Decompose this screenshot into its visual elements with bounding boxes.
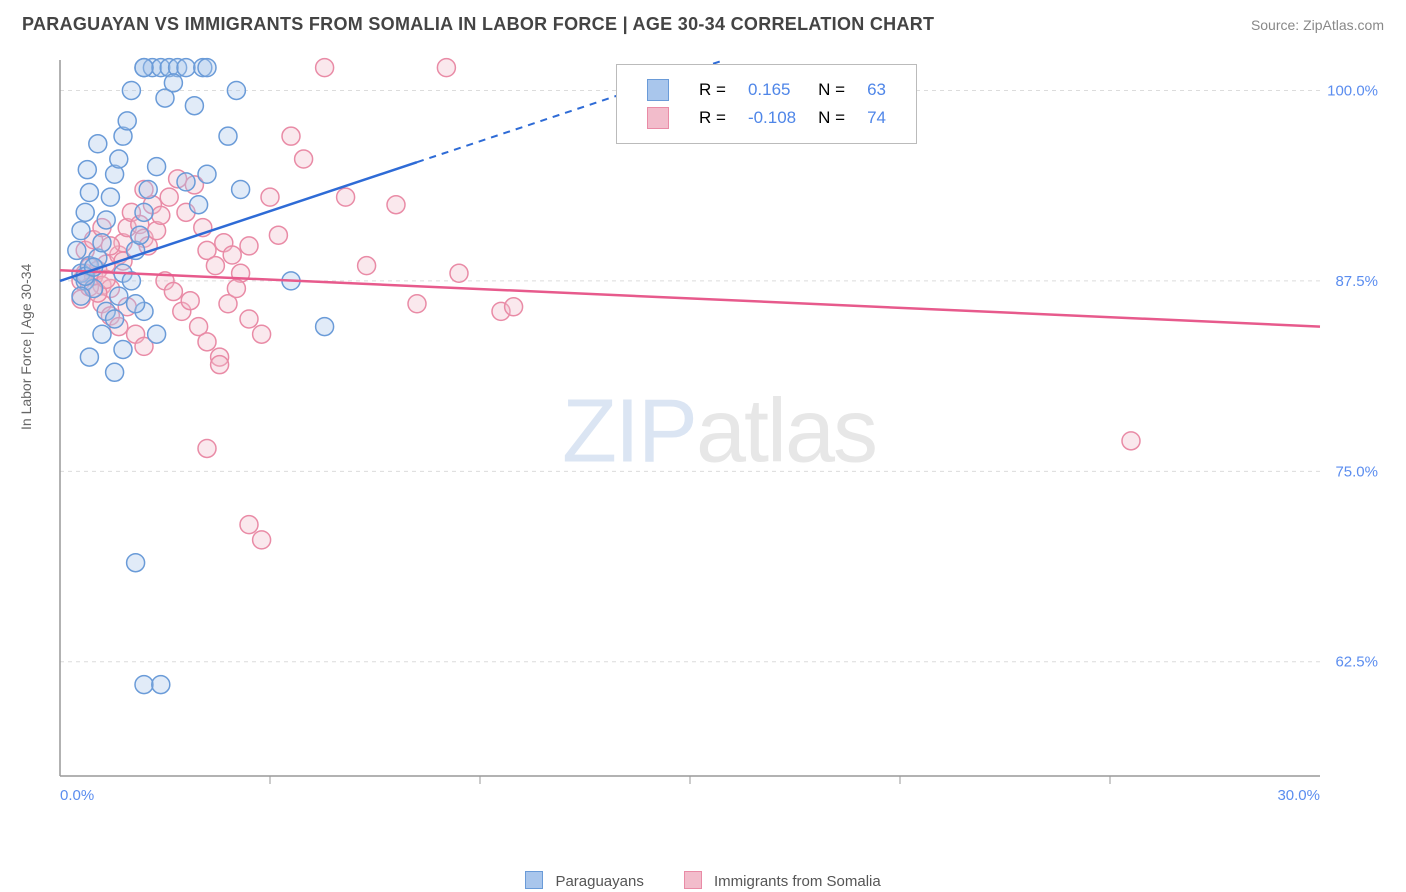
svg-text:100.0%: 100.0%: [1327, 82, 1378, 99]
correlation-legend-box: R = 0.165 N = 63 R = -0.108 N = 74: [616, 64, 917, 144]
chart-title: PARAGUAYAN VS IMMIGRANTS FROM SOMALIA IN…: [22, 14, 934, 35]
n-value-b: 74: [857, 105, 896, 131]
legend-label-b: Immigrants from Somalia: [714, 873, 881, 890]
n-value-a: 63: [857, 77, 896, 103]
svg-text:62.5%: 62.5%: [1335, 654, 1378, 671]
svg-text:0.0%: 0.0%: [60, 787, 94, 804]
swatch-series-a: [647, 79, 669, 101]
legend-item-b: Immigrants from Somalia: [684, 871, 881, 890]
swatch-series-b: [647, 107, 669, 129]
r-label: R =: [689, 77, 736, 103]
n-label: N =: [808, 77, 855, 103]
source-attribution: Source: ZipAtlas.com: [1251, 17, 1384, 33]
svg-text:30.0%: 30.0%: [1277, 787, 1320, 804]
r-value-a: 0.165: [738, 77, 806, 103]
bottom-legend: Paraguayans Immigrants from Somalia: [0, 871, 1406, 890]
svg-text:87.5%: 87.5%: [1335, 273, 1378, 290]
chart-plot-area: 100.0%87.5%75.0%62.5%0.0%30.0% ZIPatlas …: [54, 48, 1384, 816]
legend-label-a: Paraguayans: [555, 873, 643, 890]
y-axis-label: In Labor Force | Age 30-34: [18, 264, 34, 430]
r-label: R =: [689, 105, 736, 131]
swatch-series-a: [525, 871, 543, 889]
legend-item-a: Paraguayans: [525, 871, 644, 890]
swatch-series-b: [684, 871, 702, 889]
scatter-plot-svg: 100.0% 87.5% 75.0% 62.5% 0.0% 30.0%: [54, 48, 1384, 816]
legend-row-series-b: R = -0.108 N = 74: [637, 105, 896, 131]
r-value-b: -0.108: [738, 105, 806, 131]
n-label: N =: [808, 105, 855, 131]
legend-row-series-a: R = 0.165 N = 63: [637, 77, 896, 103]
svg-text:75.0%: 75.0%: [1335, 463, 1378, 480]
